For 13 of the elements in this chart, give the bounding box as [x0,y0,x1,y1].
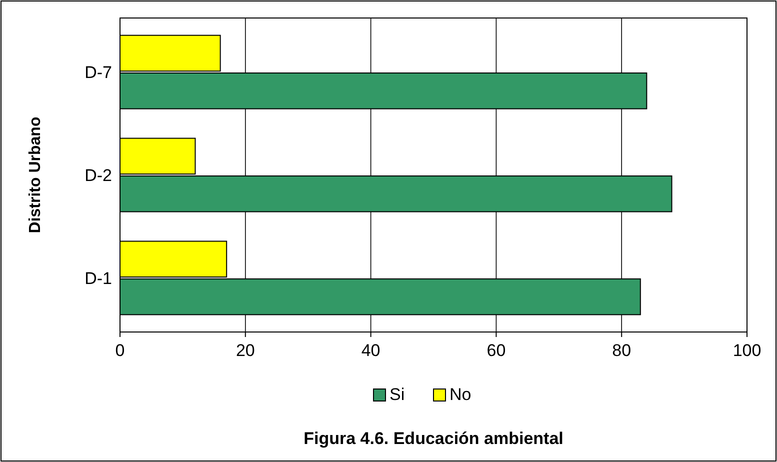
y-axis-title: Distrito Urbano [27,116,44,234]
text: Figura 4.6. Educación ambiental [304,429,564,448]
y-tick-label: D-1 [84,268,112,288]
x-tick-label: 80 [612,341,632,360]
legend-label: Si [390,385,405,404]
x-tick-label: 20 [236,341,255,360]
x-tick-label: 60 [486,341,506,360]
y-tick-label: D-2 [84,166,112,185]
legend-label: No [450,385,472,404]
y-tick-label: D-7 [84,63,112,82]
x-tick-label: 0 [115,341,125,360]
x-tick-label: 100 [732,341,762,360]
x-tick-label: 40 [361,341,380,360]
